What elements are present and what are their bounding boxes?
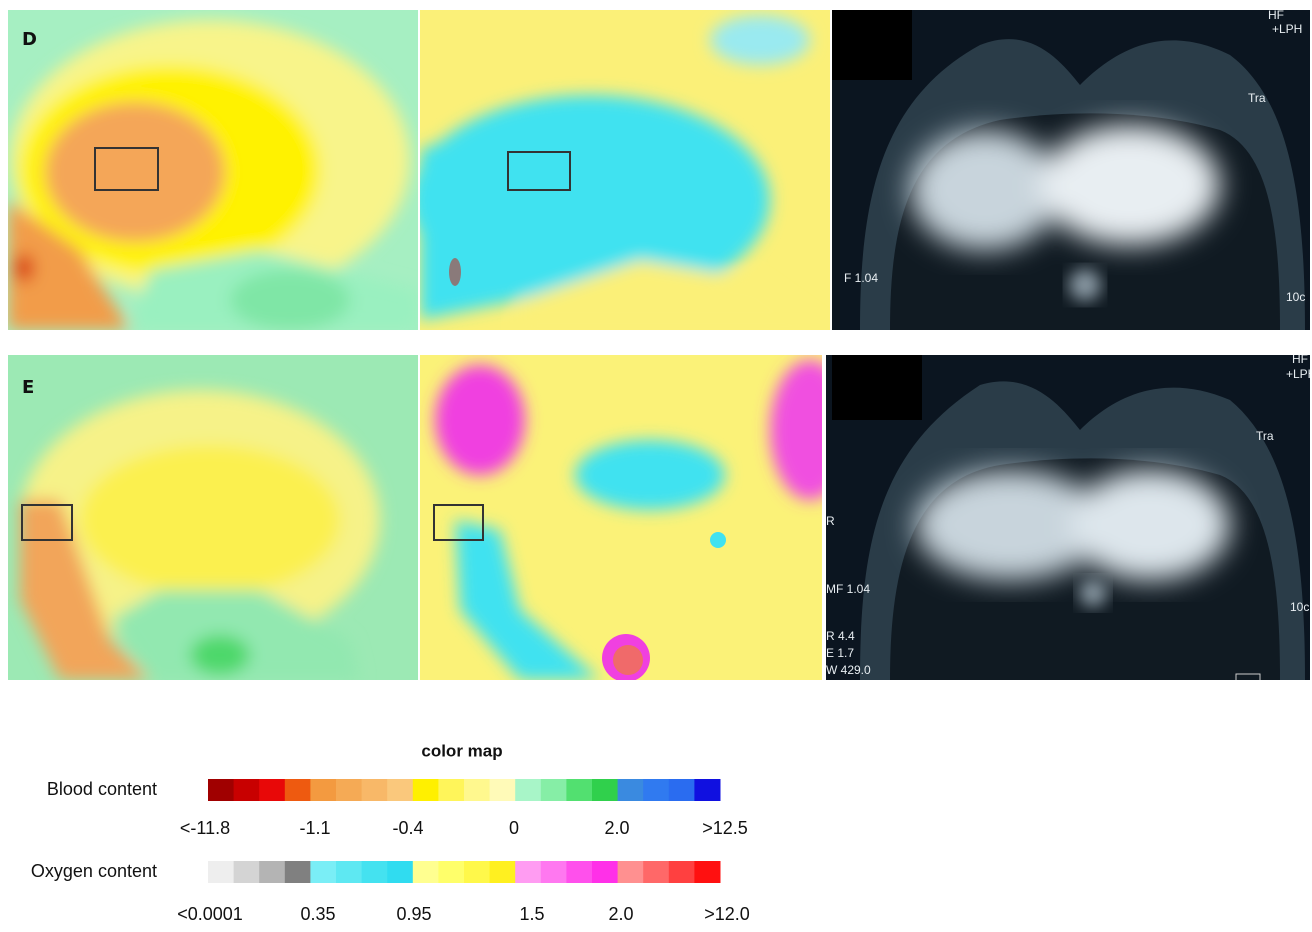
mri-text: HF xyxy=(1268,8,1284,22)
color-cell xyxy=(310,861,336,883)
blood-map-e xyxy=(8,355,418,680)
scale-label: 2.0 xyxy=(608,904,633,924)
color-cell xyxy=(234,861,260,883)
mri-text: 10c xyxy=(1290,600,1309,614)
color-cell xyxy=(566,861,592,883)
scale-label: -0.4 xyxy=(392,818,423,838)
blood-map-d xyxy=(8,10,418,330)
color-cell xyxy=(336,779,362,801)
color-cell xyxy=(387,861,413,883)
scale-label: 2.0 xyxy=(604,818,629,838)
panel-label: E xyxy=(22,377,34,398)
color-cell xyxy=(285,779,311,801)
color-cell xyxy=(413,861,439,883)
scale-name: Blood content xyxy=(47,779,157,799)
color-cell xyxy=(464,779,490,801)
color-cell xyxy=(208,861,234,883)
color-cell xyxy=(464,861,490,883)
oxygen-map-d xyxy=(410,10,830,330)
mri-text: F 1.04 xyxy=(844,271,878,285)
color-cell xyxy=(490,779,516,801)
color-cell xyxy=(643,779,669,801)
scale-name: Oxygen content xyxy=(31,861,157,881)
color-cell xyxy=(387,779,413,801)
color-cell xyxy=(541,779,567,801)
scale-label: <-11.8 xyxy=(180,818,230,838)
scale-label: 0 xyxy=(509,818,519,838)
color-cell xyxy=(285,861,311,883)
color-cell xyxy=(438,779,464,801)
color-cell xyxy=(592,861,618,883)
color-cell xyxy=(438,861,464,883)
color-cell xyxy=(515,861,541,883)
scale-label: 1.5 xyxy=(519,904,544,924)
mri-text: 10c xyxy=(1286,290,1305,304)
color-legend: Blood content <-11.8 -1.1 -0.4 0 2.0 >12.5 Oxyg… xyxy=(31,779,750,924)
mri-text: Tra xyxy=(1248,91,1266,105)
color-cell xyxy=(259,861,285,883)
mri-text: E 1.7 xyxy=(826,646,854,660)
color-cell xyxy=(694,779,720,801)
color-cell xyxy=(490,861,516,883)
color-map-title: color map xyxy=(421,741,502,760)
color-cell xyxy=(362,779,388,801)
mri-e: HF +LPH Tra R MF 1.04 R 4.4 E 1.7 W 429.… xyxy=(826,352,1312,684)
color-cell xyxy=(566,779,592,801)
color-cell xyxy=(310,779,336,801)
color-cell xyxy=(208,779,234,801)
color-cell xyxy=(515,779,541,801)
color-cell xyxy=(694,861,720,883)
color-cell xyxy=(669,861,695,883)
scale-label: -1.1 xyxy=(299,818,330,838)
mri-text: +LPH xyxy=(1286,367,1312,381)
mri-text: MF 1.04 xyxy=(826,582,870,596)
color-cell xyxy=(618,861,644,883)
panel-label: D xyxy=(22,29,37,50)
mri-text: Tra xyxy=(1256,429,1274,443)
color-cell xyxy=(618,779,644,801)
scale-label: 0.95 xyxy=(396,904,431,924)
scale-label: >12.0 xyxy=(704,904,750,924)
color-cell xyxy=(234,779,260,801)
figure: HF +LPH Tra F 1.04 10c D HF +LPH Tra R M… xyxy=(0,0,1312,927)
color-cell xyxy=(669,779,695,801)
color-cell xyxy=(259,779,285,801)
color-cell xyxy=(362,861,388,883)
mri-text: W 429.0 xyxy=(826,663,871,677)
scale-label: >12.5 xyxy=(702,818,748,838)
mri-text: R 4.4 xyxy=(826,629,855,643)
color-cell xyxy=(541,861,567,883)
mri-d: HF +LPH Tra F 1.04 10c xyxy=(832,8,1310,330)
color-cell xyxy=(592,779,618,801)
mri-text: HF xyxy=(1292,352,1308,366)
color-cell xyxy=(413,779,439,801)
scale-label: <0.0001 xyxy=(177,904,243,924)
oxygen-map-e xyxy=(420,355,850,682)
mri-text: +LPH xyxy=(1272,22,1302,36)
scale-label: 0.35 xyxy=(300,904,335,924)
color-cell xyxy=(643,861,669,883)
mri-text: R xyxy=(826,514,835,528)
color-cell xyxy=(336,861,362,883)
